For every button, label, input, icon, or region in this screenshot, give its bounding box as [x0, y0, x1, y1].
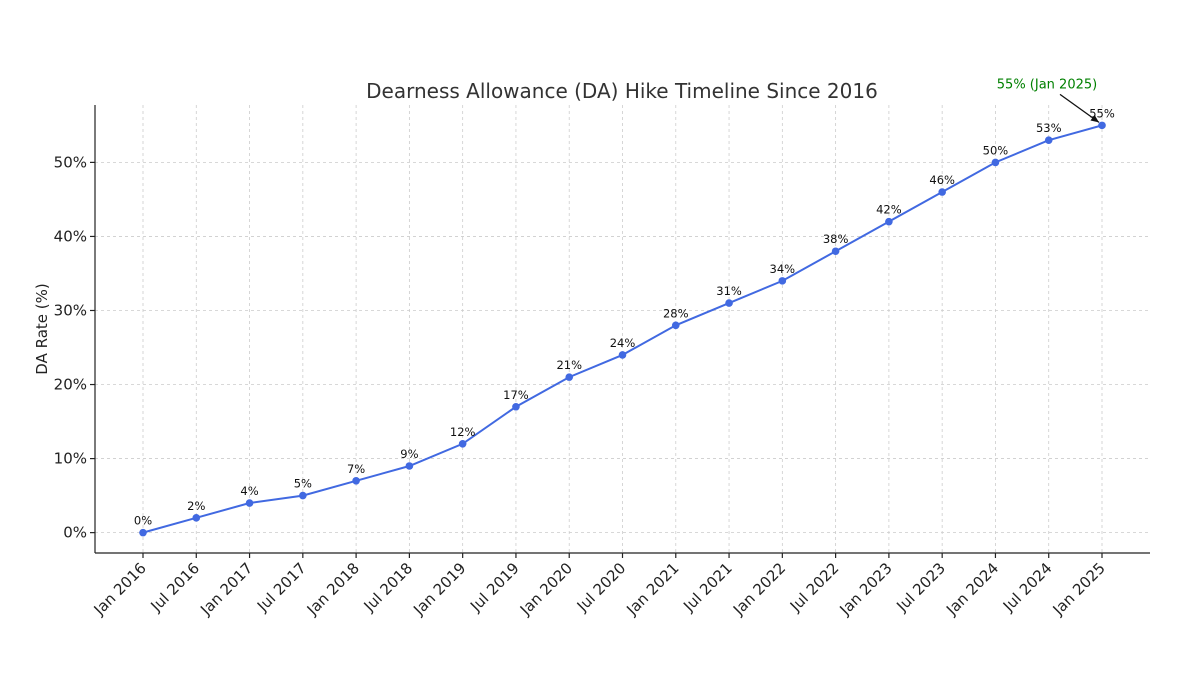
x-tick-label: Jul 2019	[466, 559, 523, 616]
annotation-arrow-head	[1090, 114, 1099, 123]
data-point	[565, 373, 574, 381]
data-label: 9%	[400, 447, 418, 461]
x-tick-label: Jan 2025	[1049, 559, 1109, 619]
x-tick-label: Jul 2021	[679, 559, 736, 616]
data-label: 42%	[876, 203, 902, 217]
data-label: 31%	[716, 284, 742, 298]
data-label: 17%	[503, 388, 529, 402]
data-point	[458, 439, 467, 448]
data-labels: 0% 2% 4% 5% 7% 9% 12% 17% 21% 24% 28% 31% 34% 38% 42% 4…	[134, 106, 1115, 527]
data-point	[512, 402, 520, 411]
data-point	[192, 514, 201, 522]
x-tick-label: Jan 2024	[942, 559, 1002, 619]
data-label: 24%	[610, 336, 636, 350]
x-tick-label: Jan 2023	[836, 559, 896, 619]
data-point	[991, 158, 1000, 167]
x-tick-label: Jan 2021	[622, 559, 682, 619]
data-label: 0%	[134, 514, 152, 528]
y-tick-label: 40%	[54, 227, 87, 245]
data-label: 2%	[187, 499, 205, 513]
data-point	[618, 351, 627, 359]
x-tick-label: Jul 2020	[573, 559, 630, 616]
y-tick-label: 0%	[63, 524, 87, 542]
y-tick-label: 30%	[54, 301, 87, 319]
data-label: 53%	[1036, 121, 1062, 135]
data-point	[245, 499, 254, 507]
data-label: 28%	[663, 306, 689, 320]
data-label: 38%	[823, 232, 849, 246]
data-point	[938, 188, 946, 196]
data-point	[778, 277, 787, 285]
x-tick-label: Jul 2024	[999, 559, 1056, 616]
data-point	[1098, 121, 1106, 130]
annotation-text: 55% (Jan 2025)	[997, 77, 1097, 92]
data-point	[139, 528, 147, 537]
annotation: 55% (Jan 2025)	[997, 77, 1100, 123]
data-label: 50%	[983, 143, 1009, 157]
data-point	[671, 321, 680, 330]
annotation-arrow-line	[1059, 93, 1100, 123]
data-label: 12%	[450, 425, 476, 439]
y-axis-label: DA Rate (%)	[33, 283, 51, 374]
y-tick-label: 20%	[54, 376, 87, 394]
x-tick-label: Jan 2022	[729, 559, 789, 619]
y-tick-label: 10%	[54, 450, 87, 468]
data-label: 4%	[240, 484, 258, 498]
data-label: 5%	[294, 477, 312, 491]
data-label: 34%	[770, 262, 796, 276]
data-point	[352, 477, 360, 485]
x-tick-label: Jan 2020	[516, 559, 576, 619]
data-label: 7%	[347, 462, 365, 476]
x-tick-label: Jul 2018	[360, 559, 417, 616]
x-tick-label: Jul 2016	[147, 559, 204, 616]
y-tick-label: 50%	[54, 153, 87, 171]
data-point	[1044, 136, 1053, 144]
data-point	[299, 491, 307, 500]
data-point	[405, 462, 414, 470]
x-tick-label: Jul 2023	[892, 559, 949, 616]
x-tick-label: Jan 2018	[303, 559, 363, 619]
x-tick-label: Jan 2016	[90, 559, 150, 619]
series-da-rate	[139, 121, 1106, 537]
grid	[95, 105, 1150, 553]
data-point	[725, 299, 733, 307]
chart-title: Dearness Allowance (DA) Hike Timeline Si…	[366, 79, 878, 103]
data-point	[885, 217, 893, 226]
x-tick-label: Jan 2017	[196, 559, 256, 619]
x-tick-label: Jul 2017	[253, 559, 310, 616]
data-label: 21%	[556, 358, 582, 372]
data-point	[831, 247, 840, 256]
data-label: 46%	[929, 173, 955, 187]
x-tick-label: Jul 2022	[786, 559, 843, 616]
y-axis-ticks: 0% 10% 20% 30% 40% 50%	[54, 153, 95, 542]
x-tick-label: Jan 2019	[409, 559, 469, 619]
